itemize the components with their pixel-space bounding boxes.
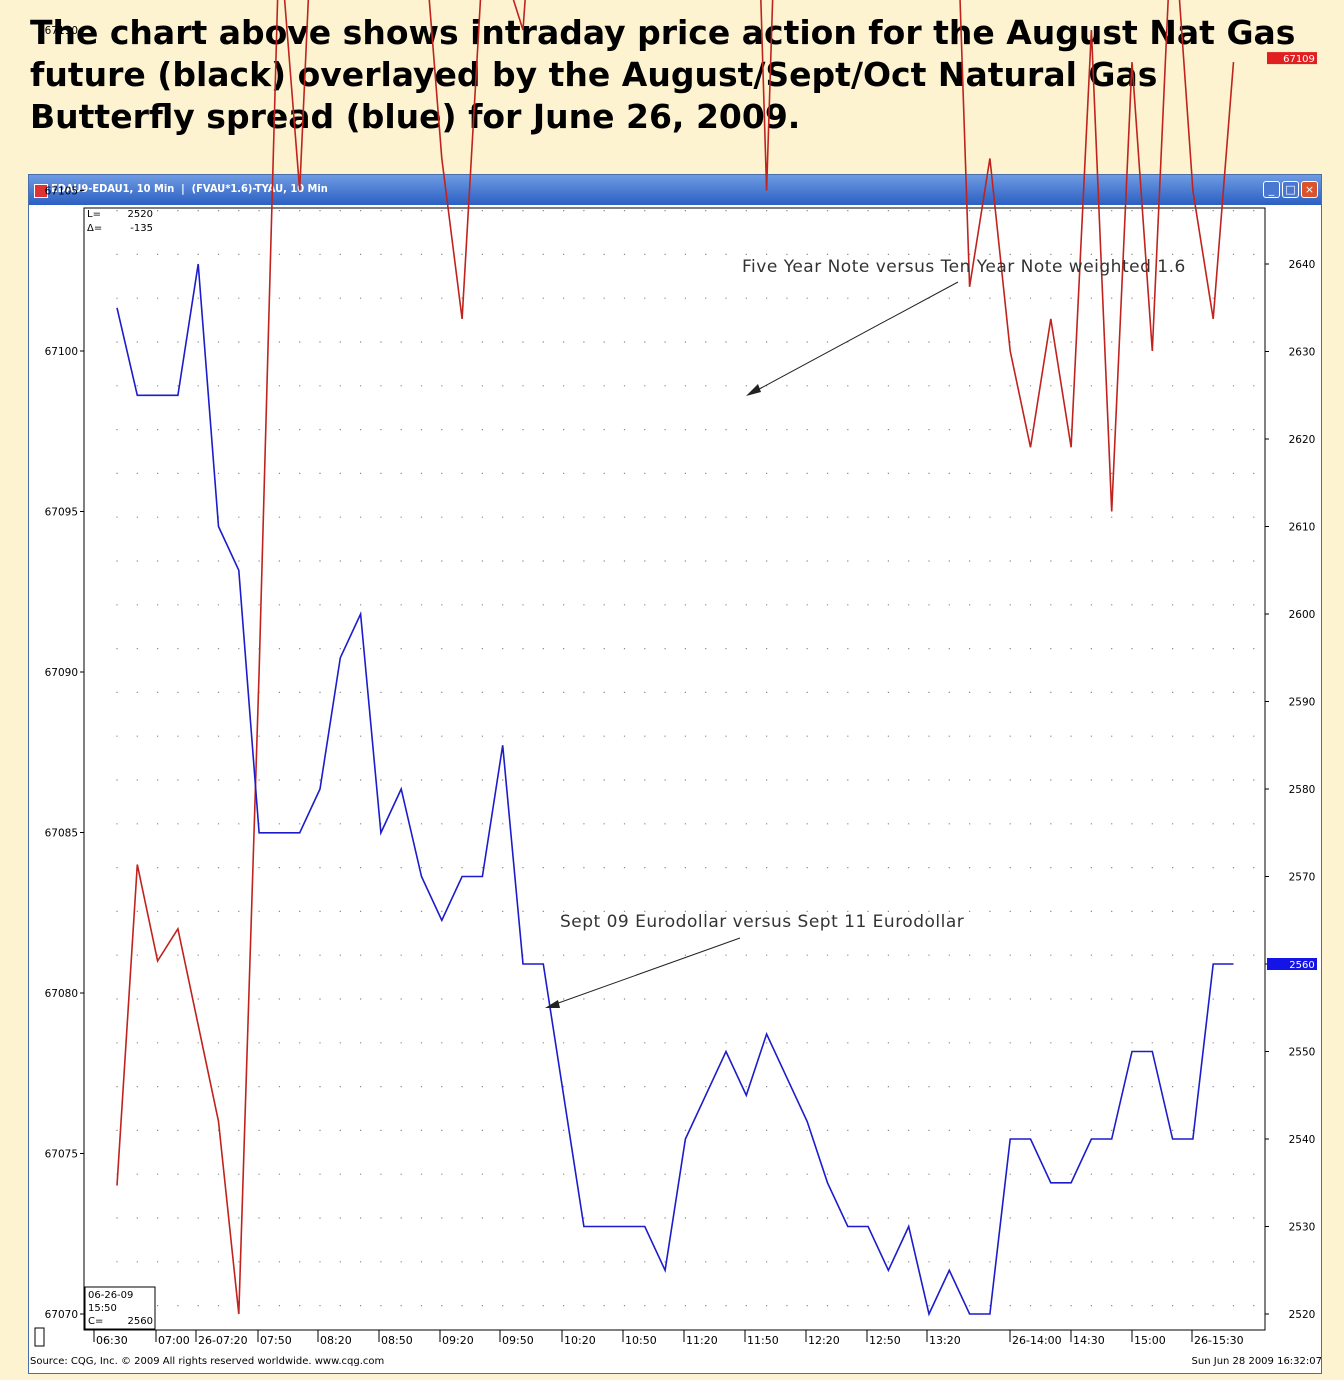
annotation-arrow-1 <box>749 281 959 395</box>
last-price-label-left: 67109 <box>1283 54 1315 65</box>
series-line-red <box>116 0 1235 1315</box>
annotation-arrow-2 <box>549 937 741 1007</box>
right-axis-tick-label: 2640 <box>1289 259 1316 271</box>
right-axis-tick-label: 2590 <box>1289 697 1316 709</box>
plot-area <box>83 207 1266 1331</box>
left-axis-tick-label: 67100 <box>45 346 78 358</box>
x-axis-tick-label: 10:20 <box>564 1334 596 1347</box>
right-axis-tick-label: 2580 <box>1289 784 1316 796</box>
x-axis-tick-label: 15:00 <box>1134 1334 1166 1347</box>
right-axis-tick-label: 2530 <box>1289 1222 1316 1234</box>
left-axis-tick-label: 67085 <box>45 828 78 840</box>
left-axis-tick-label: 67090 <box>45 667 78 679</box>
x-axis-tick-label: 09:50 <box>502 1334 534 1347</box>
right-axis-tick-label: 2520 <box>1289 1309 1316 1321</box>
scroll-handle <box>34 1327 45 1347</box>
left-axis-tick-label: 67080 <box>45 988 78 1000</box>
right-axis-tick-label: 2620 <box>1289 434 1316 446</box>
x-axis-tick-label: 26-07:20 <box>198 1334 248 1347</box>
right-axis-tick-label: 2540 <box>1289 1134 1316 1146</box>
x-axis-tick-label: 07:50 <box>260 1334 292 1347</box>
info-l-value: 2520 <box>128 209 153 220</box>
x-axis-tick-label: 09:20 <box>442 1334 474 1347</box>
x-axis-tick-label: 07:00 <box>158 1334 190 1347</box>
info-date: 06-26-09 <box>88 1290 133 1301</box>
app-icon <box>34 184 48 198</box>
close-icon[interactable]: × <box>1301 181 1318 198</box>
info-c-value: 2560 <box>128 1316 153 1327</box>
info-box-bottom <box>84 1286 156 1330</box>
footer-source: Source: CQG, Inc. © 2009 All rights rese… <box>30 1356 385 1367</box>
left-axis-tick-label: 67075 <box>45 1149 78 1161</box>
x-axis-tick-label: 11:20 <box>686 1334 718 1347</box>
annotation-arrowhead-2 <box>545 1000 560 1008</box>
left-axis-tick-label: 67105 <box>45 186 78 198</box>
annotation-five-year-note: Five Year Note versus Ten Year Note weig… <box>742 257 1186 277</box>
window-title: EDAU9-EDAU1, 10 Min | (FVAU*1.6)-TYAU, 1… <box>51 182 328 195</box>
series-line-blue <box>116 263 1234 1317</box>
annotation-arrowhead-1 <box>746 384 761 396</box>
left-axis-tick-label: 67070 <box>45 1309 78 1321</box>
maximize-icon[interactable]: □ <box>1282 181 1299 198</box>
right-axis-tick-label: 2600 <box>1289 609 1316 621</box>
right-axis-tick-label: 2610 <box>1289 522 1316 534</box>
annotation-eurodollar: Sept 09 Eurodollar versus Sept 11 Eurodo… <box>560 912 964 932</box>
info-l-label: L= <box>87 209 101 220</box>
left-axis-tick-label: 67095 <box>45 507 78 519</box>
info-delta-label: Δ= <box>87 223 102 234</box>
x-axis-tick-label: 14:30 <box>1073 1334 1105 1347</box>
chart-caption: The chart above shows intraday price act… <box>30 13 1296 136</box>
x-axis-tick-label: 12:20 <box>808 1334 840 1347</box>
info-time: 15:50 <box>88 1303 117 1314</box>
last-price-marker-left <box>1267 52 1317 65</box>
x-axis-tick-label: 08:50 <box>381 1334 413 1347</box>
right-axis-tick-label: 2570 <box>1289 872 1316 884</box>
x-axis-tick-label: 26-15:30 <box>1194 1334 1244 1347</box>
x-axis-tick-label: 13:20 <box>929 1334 961 1347</box>
footer-timestamp: Sun Jun 28 2009 16:32:07 <box>1191 1356 1322 1367</box>
left-axis-tick-label: 67110 <box>45 25 78 37</box>
x-axis-tick-label: 06:30 <box>96 1334 128 1347</box>
last-price-marker-right <box>1267 958 1317 970</box>
x-axis-tick-label: 08:20 <box>320 1334 352 1347</box>
minimize-icon[interactable]: _ <box>1263 181 1280 198</box>
x-axis-tick-label: 10:50 <box>625 1334 657 1347</box>
right-axis-tick-label: 2550 <box>1289 1047 1316 1059</box>
last-price-label-right: 2560 <box>1289 960 1314 971</box>
x-axis-tick-label: 12:50 <box>869 1334 901 1347</box>
window-titlebar[interactable]: EDAU9-EDAU1, 10 Min | (FVAU*1.6)-TYAU, 1… <box>29 175 1321 205</box>
x-axis-tick-label: 11:50 <box>747 1334 779 1347</box>
right-axis-tick-label: 2630 <box>1289 347 1316 359</box>
info-delta-value: -135 <box>130 223 153 234</box>
x-axis-tick-label: 26-14:00 <box>1012 1334 1062 1347</box>
info-c-label: C= <box>88 1316 103 1327</box>
